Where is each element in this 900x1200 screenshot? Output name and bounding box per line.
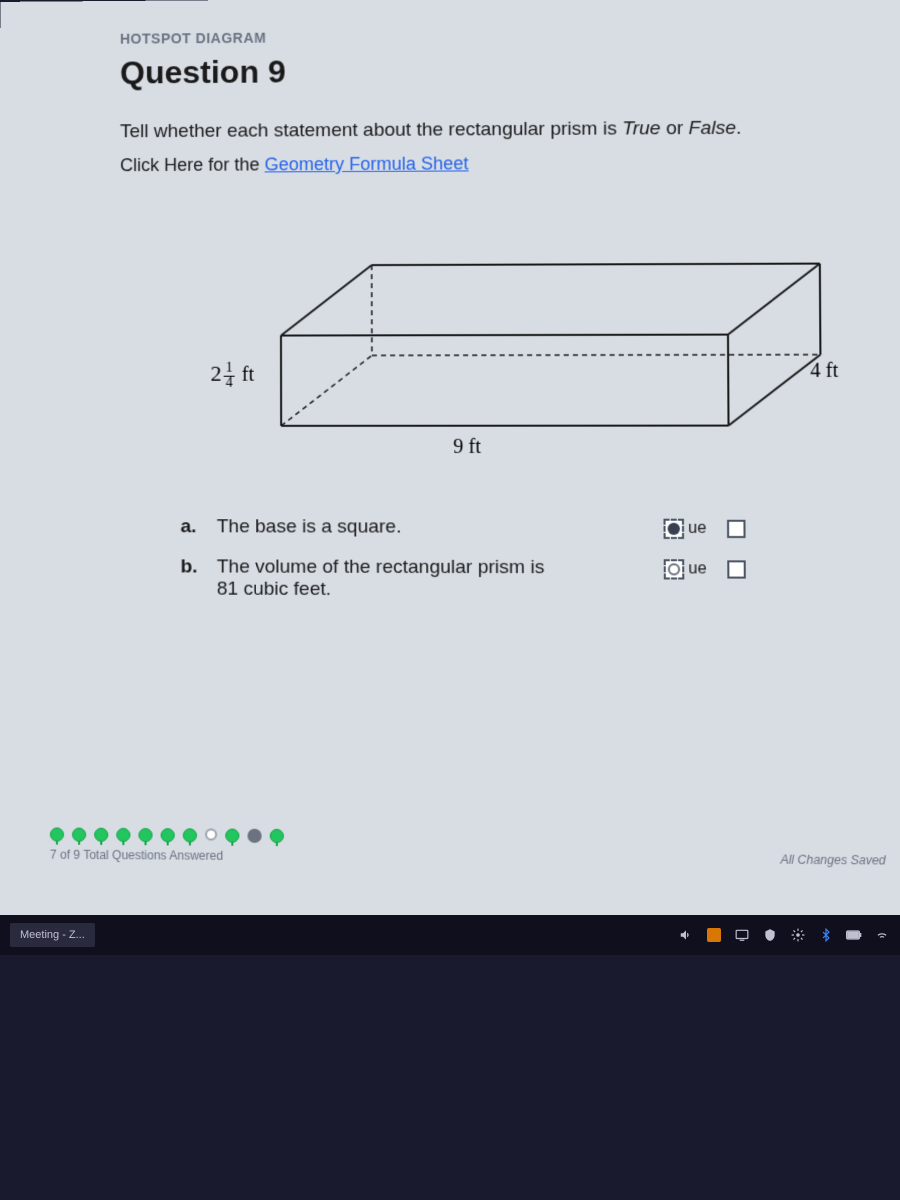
monitor-icon[interactable] [734, 927, 750, 943]
taskbar: Meeting - Z... [0, 915, 900, 955]
progress-dot[interactable] [138, 828, 152, 842]
shield-icon[interactable] [762, 927, 778, 943]
width-label: 9 ft [453, 436, 481, 459]
progress-dot[interactable] [50, 827, 64, 841]
statements-list: a. The base is a square. ue b. The volum… [120, 516, 900, 602]
taskbar-app-zoom[interactable]: Meeting - Z... [10, 923, 95, 947]
progress-dot[interactable] [116, 828, 130, 842]
battery-icon[interactable] [846, 927, 862, 943]
quiz-window: HOTSPOT DIAGRAM Question 9 Tell whether … [0, 0, 900, 929]
formula-sheet-line: Click Here for the Geometry Formula Shee… [120, 151, 900, 176]
statement-a-options: ue [663, 519, 745, 539]
instruction-text: Tell whether each statement about the re… [120, 117, 900, 144]
statement-a: a. The base is a square. ue [181, 516, 900, 539]
progress-dot[interactable] [225, 829, 239, 843]
progress-dot[interactable] [72, 828, 86, 842]
settings-icon[interactable] [790, 927, 806, 943]
progress-dot[interactable] [94, 828, 108, 842]
bluetooth-icon[interactable] [818, 927, 834, 943]
statement-b: b. The volume of the rectangular prism i… [181, 556, 900, 602]
statement-b-options: ue [664, 559, 746, 579]
sound-icon[interactable] [678, 927, 694, 943]
system-tray [678, 927, 890, 943]
tray-app-icon[interactable] [706, 927, 722, 943]
height-label: 214 ft [211, 361, 255, 391]
formula-sheet-link[interactable]: Geometry Formula Sheet [265, 153, 469, 174]
progress-dot[interactable] [205, 828, 217, 840]
progress-dot[interactable] [270, 829, 284, 843]
statement-a-false-box[interactable] [727, 520, 746, 538]
question-type-label: HOTSPOT DIAGRAM [120, 25, 900, 47]
wifi-icon[interactable] [874, 927, 890, 943]
statement-a-true-box[interactable] [663, 519, 684, 539]
radio-filled-icon [668, 523, 680, 535]
prism-diagram: 214 ft 9 ft 4 ft [160, 203, 873, 487]
progress-section: 7 of 9 Total Questions Answered All Chan… [50, 827, 886, 867]
progress-dot[interactable] [183, 828, 197, 842]
save-status: All Changes Saved [780, 853, 885, 868]
progress-dot[interactable] [247, 829, 261, 843]
progress-dot[interactable] [161, 828, 175, 842]
statement-b-true-box[interactable] [664, 559, 685, 579]
statement-b-false-box[interactable] [727, 560, 746, 578]
question-title: Question 9 [120, 49, 900, 91]
depth-label: 4 ft [810, 360, 838, 383]
progress-status: 7 of 9 Total Questions Answered [50, 848, 284, 864]
progress-dots [50, 827, 284, 843]
radio-empty-icon [668, 563, 680, 575]
